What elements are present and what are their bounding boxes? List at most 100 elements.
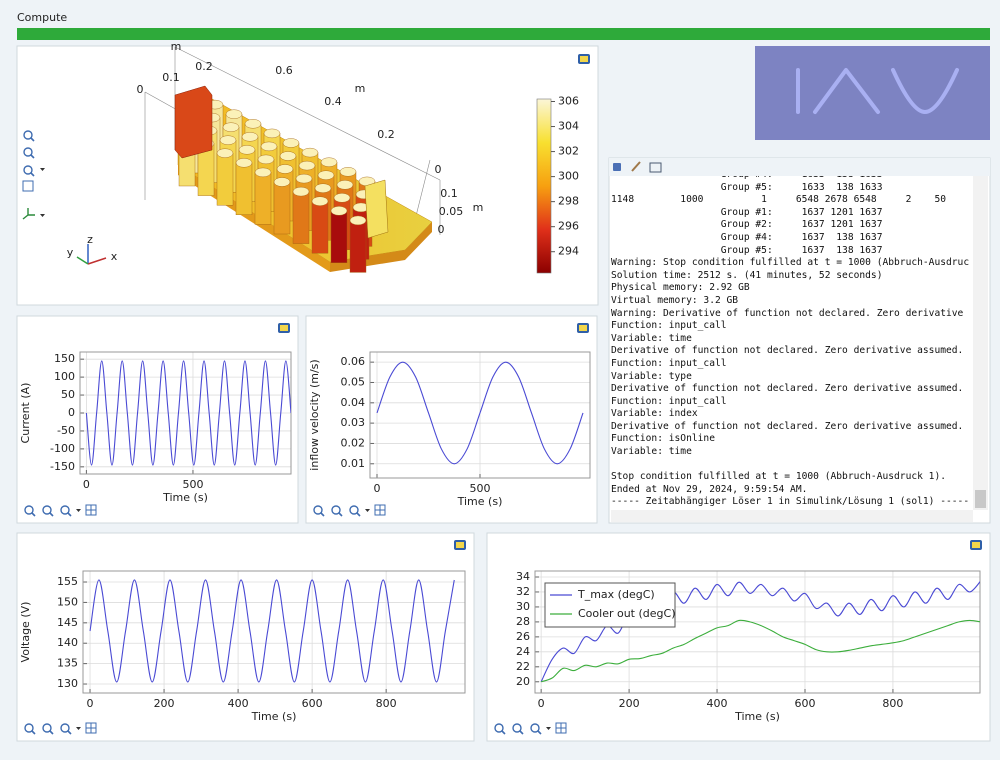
x-axis-label: Time (s) — [162, 491, 208, 504]
x-axis-label: Time (s) — [251, 710, 297, 723]
colorbar-tick-label: 296 — [558, 220, 579, 233]
zoom-icon — [530, 723, 540, 733]
cell-top — [311, 196, 329, 206]
log-line: Group #2: 1637 1201 1637 — [611, 219, 883, 231]
export-image-button[interactable] — [454, 540, 466, 550]
zoom-icon — [42, 723, 52, 733]
logo — [755, 46, 990, 140]
x-tick-label: 800 — [882, 697, 903, 710]
axis-tick-label: 0.1 — [162, 71, 180, 84]
log-line: Group #4: 1633 138 1633 — [611, 176, 971, 182]
axis-tick-label: 0.6 — [275, 64, 293, 77]
y-tick-label: 30 — [516, 600, 530, 613]
log-line: Variable: index — [611, 408, 698, 420]
cell-top — [260, 141, 278, 152]
log-scroll-thumb[interactable] — [975, 490, 986, 508]
zoom-icon — [67, 512, 72, 517]
x-axis-label: Time (s) — [457, 495, 503, 508]
axis-tick-label: m — [171, 40, 182, 53]
zoom-toolbar[interactable] — [24, 504, 97, 517]
cell-top — [298, 160, 316, 171]
colorbar-tick-label: 300 — [558, 170, 579, 183]
log-line: Warning: Stop condition fulfilled at t =… — [611, 257, 970, 269]
colorbar-tick-label: 306 — [558, 95, 579, 108]
view-toolbar[interactable] — [22, 130, 45, 220]
icon — [456, 542, 464, 548]
export-image-button[interactable] — [278, 323, 290, 333]
axis-tick-label: m — [473, 201, 484, 214]
icon — [972, 542, 980, 548]
cell-body — [330, 210, 348, 264]
axis-tick-label: 0.2 — [377, 128, 395, 141]
cell-top — [314, 183, 332, 193]
axis-tick-label: m — [355, 82, 366, 95]
zoom-toolbar[interactable] — [24, 722, 97, 735]
triad-label: z — [87, 233, 93, 246]
y-tick-label: -150 — [50, 460, 75, 473]
axis-tick-label: 0 — [435, 163, 442, 176]
y-tick-label: 50 — [61, 388, 75, 401]
log-scrollbar-h[interactable] — [611, 510, 973, 522]
cell-top — [339, 167, 357, 177]
zoom-toolbar[interactable] — [494, 722, 567, 735]
log-line: Warning: Derivative of function not decl… — [611, 307, 964, 319]
colorbar-tick-label: 304 — [558, 120, 579, 133]
cell-top — [254, 167, 272, 178]
y-tick-label: 150 — [57, 595, 78, 608]
zoom-toolbar[interactable] — [313, 504, 386, 517]
export-image-button[interactable] — [577, 323, 589, 333]
zoom-icon — [23, 147, 33, 157]
log-line: Function: isOnline — [611, 433, 715, 445]
export-image-button[interactable] — [578, 54, 590, 64]
toolbar-title: Compute — [17, 11, 67, 24]
log-line: Variable: time — [611, 446, 692, 458]
log-line: Function: input_call — [611, 320, 727, 332]
cell-top — [235, 158, 253, 168]
log-toolbar-icons[interactable] — [613, 161, 662, 173]
progress-bar — [17, 28, 990, 40]
x-tick-label: 200 — [154, 697, 175, 710]
log-line: Ended at Nov 29, 2024, 9:59:54 AM. — [611, 483, 808, 495]
y-tick-label: 34 — [516, 570, 530, 583]
zoom-icon — [338, 512, 343, 517]
dropdown — [365, 509, 370, 512]
y-tick-label: 155 — [57, 575, 78, 588]
logo-mark — [796, 68, 959, 114]
zoom-icon — [30, 172, 35, 177]
x-tick-label: 0 — [87, 697, 94, 710]
zoom-extents — [22, 180, 34, 192]
zoom-icon — [349, 505, 359, 515]
triad-label: x — [111, 250, 118, 263]
cell-top — [292, 186, 310, 197]
zoom-icon — [42, 505, 52, 515]
y-tick-label: 0.06 — [341, 355, 366, 368]
zoom-icon — [519, 730, 524, 735]
cell-top — [222, 122, 240, 132]
log-line: Virtual memory: 3.2 GB — [611, 294, 739, 306]
export-image-button[interactable] — [970, 540, 982, 550]
y-tick-label: 0.01 — [341, 457, 366, 470]
y-tick-label: 26 — [516, 630, 530, 643]
y-axis-label: inflow velocity (m/s) — [308, 359, 321, 470]
plot-frame — [534, 570, 981, 694]
cell-top — [263, 128, 281, 139]
bounding-box — [174, 46, 441, 181]
x-tick-label: 600 — [794, 697, 815, 710]
log-line: Group #4: 1637 138 1637 — [611, 231, 883, 243]
log-line: Function: input_call — [611, 357, 727, 369]
log-line: Stop condition fulfilled at t = 1000 (Ab… — [611, 471, 947, 483]
log-line: Group #5: 1637 138 1637 — [611, 244, 883, 256]
axis-tick-label: 0.1 — [440, 187, 458, 200]
zoom-icon — [320, 512, 325, 517]
log-scrollbar-v[interactable] — [973, 176, 988, 510]
zoom-icon — [60, 505, 70, 515]
inlet-block — [174, 85, 213, 159]
zoom-icon — [23, 165, 33, 175]
cell-top — [349, 215, 367, 226]
outlet-block — [364, 179, 389, 239]
cell-top — [276, 164, 294, 174]
cell-body — [349, 220, 367, 273]
cell-body — [292, 191, 310, 244]
